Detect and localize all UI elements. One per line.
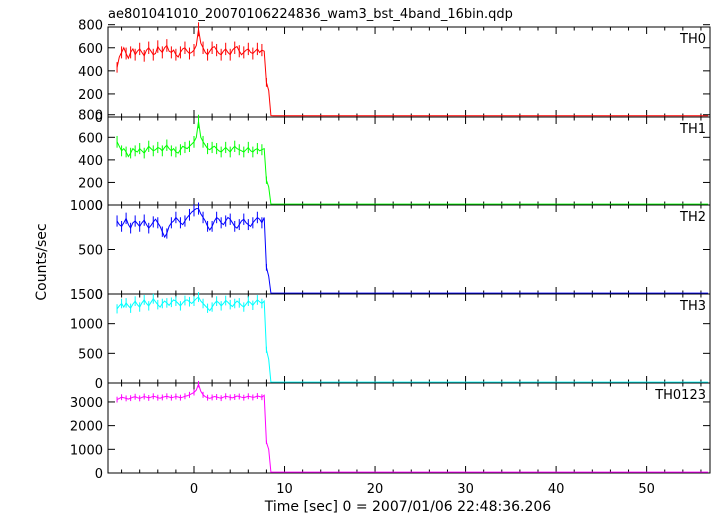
y-tick-label: 0 xyxy=(95,199,103,214)
panel-frame xyxy=(107,116,711,206)
y-tick-label: 500 xyxy=(78,244,103,259)
panel-label: TH2 xyxy=(679,210,706,225)
panel-th0123: 0 1000 2000 3000 TH0123 xyxy=(70,380,711,482)
panels: 0200400600800TH00200400600800TH105001000… xyxy=(70,19,711,497)
panel-label: TH0123 xyxy=(654,388,706,403)
panel-th2: 0 500 1000 TH2 xyxy=(70,199,711,303)
x-tick-label: 10 xyxy=(276,482,293,497)
y-tick-label: 200 xyxy=(78,88,103,103)
chart-title: ae801041010_20070106224836_wam3_bst_4ban… xyxy=(108,7,513,22)
y-tick-label: 600 xyxy=(78,42,103,57)
panel-label: TH3 xyxy=(679,299,706,314)
panel-th3: 0 500 1000 1500 TH3 xyxy=(70,288,711,392)
x-tick-label: 0 xyxy=(190,482,198,497)
series-line xyxy=(116,382,709,473)
y-tick-label: 1500 xyxy=(70,288,103,303)
panel-label: TH0 xyxy=(679,32,706,47)
x-axis-label: Time [sec] 0 = 2007/01/06 22:48:36.206 xyxy=(264,499,552,515)
panel-th1: 0 200 400 600 800 TH1 xyxy=(78,109,711,214)
y-axis-label: Counts/sec xyxy=(34,223,50,300)
x-tick-label: 40 xyxy=(548,482,565,497)
y-tick-label: 0 xyxy=(95,288,103,303)
panel-frame xyxy=(107,204,711,295)
x-tick-label: 20 xyxy=(367,482,384,497)
y-tick-label: 0 xyxy=(95,467,103,482)
panel-label: TH1 xyxy=(679,122,706,137)
x-tick-label: 50 xyxy=(638,482,655,497)
y-tick-label: 0 xyxy=(95,377,103,392)
y-tick-label: 0 xyxy=(95,111,103,126)
series-line xyxy=(116,29,709,117)
panel-frame xyxy=(107,293,711,384)
y-tick-label: 600 xyxy=(78,131,103,146)
y-tick-label: 1000 xyxy=(70,318,103,333)
y-tick-label: 800 xyxy=(78,109,103,124)
x-tick-label: 30 xyxy=(457,482,474,497)
y-tick-label: 400 xyxy=(78,65,103,80)
y-tick-label: 3000 xyxy=(70,396,103,411)
panel-th0: 0 200 400 600 800 TH0 xyxy=(78,19,711,126)
series-line xyxy=(116,296,709,383)
y-tick-label: 400 xyxy=(78,154,103,169)
panel-frame xyxy=(107,26,711,118)
series-line xyxy=(116,208,709,294)
y-tick-label: 1000 xyxy=(70,443,103,458)
panel-frame xyxy=(107,382,711,474)
y-tick-label: 200 xyxy=(78,176,103,191)
y-tick-label: 500 xyxy=(78,347,103,362)
y-tick-label: 800 xyxy=(78,19,103,34)
y-tick-label: 2000 xyxy=(70,420,103,435)
series-line xyxy=(116,121,709,205)
y-tick-label: 1000 xyxy=(70,199,103,214)
